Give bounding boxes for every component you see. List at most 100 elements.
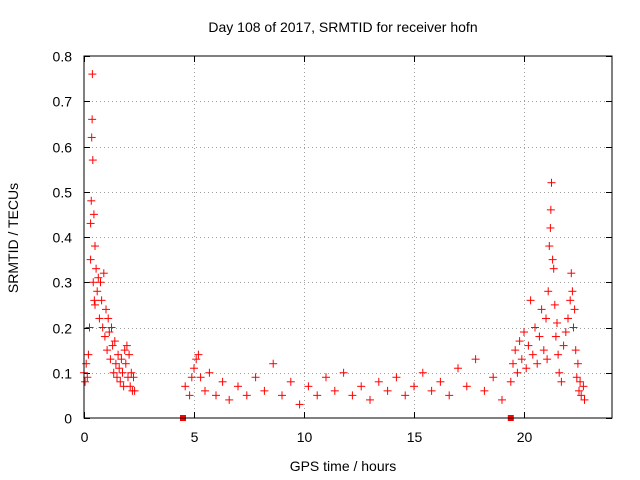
data-point <box>121 359 130 368</box>
data-point <box>554 350 563 359</box>
data-point <box>392 373 401 382</box>
data-point <box>454 364 462 373</box>
data-point <box>218 377 227 386</box>
data-point <box>542 314 550 323</box>
data-point <box>114 350 123 359</box>
data-point <box>531 323 539 332</box>
data-point <box>551 332 560 341</box>
y-tick-label: 0.4 <box>53 230 73 246</box>
data-point <box>113 373 121 382</box>
data-point <box>201 386 209 395</box>
x-tick-label: 0 <box>81 429 89 445</box>
data-point <box>555 368 564 377</box>
data-point <box>545 242 554 251</box>
data-point <box>86 255 95 264</box>
data-point <box>550 300 559 309</box>
data-point <box>546 205 555 214</box>
data-point <box>339 368 348 377</box>
data-point <box>517 355 526 364</box>
data-point <box>401 391 410 400</box>
data-point <box>509 359 517 368</box>
data-point <box>576 377 585 386</box>
data-point <box>543 355 552 364</box>
data-point <box>366 395 374 404</box>
data-point <box>93 287 102 296</box>
data-point <box>577 391 586 400</box>
data-point <box>116 377 125 386</box>
data-point <box>126 382 135 391</box>
data-point <box>471 355 480 364</box>
data-point <box>91 242 99 251</box>
y-tick-label: 0 <box>64 411 72 427</box>
data-point <box>570 305 579 314</box>
data-point <box>579 382 588 391</box>
x-tick-label: 5 <box>191 429 199 445</box>
data-point <box>533 359 542 368</box>
data-point <box>242 391 251 400</box>
data-point <box>115 364 124 373</box>
data-point <box>97 296 106 305</box>
x-tick-label: 20 <box>517 429 533 445</box>
data-point <box>105 328 114 337</box>
data-point <box>260 386 269 395</box>
data-point <box>212 391 220 400</box>
data-point <box>564 314 572 323</box>
data-point <box>88 115 97 124</box>
data-point <box>130 386 139 395</box>
y-tick-label: 0.5 <box>53 185 73 201</box>
data-point <box>118 368 127 377</box>
grid-lines <box>84 56 612 418</box>
data-point <box>568 287 577 296</box>
data-point <box>567 269 576 278</box>
data-point <box>109 368 118 377</box>
data-point <box>107 323 116 332</box>
data-points <box>80 70 589 421</box>
data-point <box>187 373 196 382</box>
data-point <box>561 328 570 337</box>
data-point <box>251 373 260 382</box>
data-point <box>526 296 535 305</box>
data-point <box>192 355 201 364</box>
x-tick-label: 15 <box>407 429 423 445</box>
data-point <box>102 305 110 314</box>
data-point <box>98 323 107 332</box>
data-point <box>90 296 99 305</box>
data-point <box>89 210 98 219</box>
data-point <box>286 377 295 386</box>
data-point <box>511 346 520 355</box>
data-point <box>572 373 581 382</box>
data-point <box>89 278 98 287</box>
plot-frame <box>83 55 613 419</box>
data-point <box>357 382 366 391</box>
data-point <box>234 382 242 391</box>
data-point <box>569 323 578 332</box>
data-point <box>546 223 555 232</box>
data-point <box>522 364 531 373</box>
data-point <box>196 373 205 382</box>
data-point <box>190 364 198 373</box>
data-point <box>88 156 97 165</box>
data-point <box>524 341 533 350</box>
y-tick-label: 0.7 <box>53 94 73 110</box>
data-point <box>313 391 322 400</box>
data-point <box>85 323 94 332</box>
data-point <box>304 382 313 391</box>
data-point <box>87 133 96 142</box>
data-point <box>513 368 522 377</box>
data-point <box>539 346 548 355</box>
data-point <box>383 386 392 395</box>
data-point <box>480 386 489 395</box>
data-point <box>374 377 383 386</box>
data-point <box>94 273 103 282</box>
data-point <box>410 382 418 391</box>
data-point <box>108 341 117 350</box>
data-point <box>547 178 556 187</box>
data-point <box>573 359 582 368</box>
x-axis-title: GPS time / hours <box>290 458 397 474</box>
data-point <box>322 373 330 382</box>
data-point <box>535 332 544 341</box>
data-point <box>81 377 90 386</box>
data-point <box>548 255 557 264</box>
data-point <box>520 328 528 337</box>
